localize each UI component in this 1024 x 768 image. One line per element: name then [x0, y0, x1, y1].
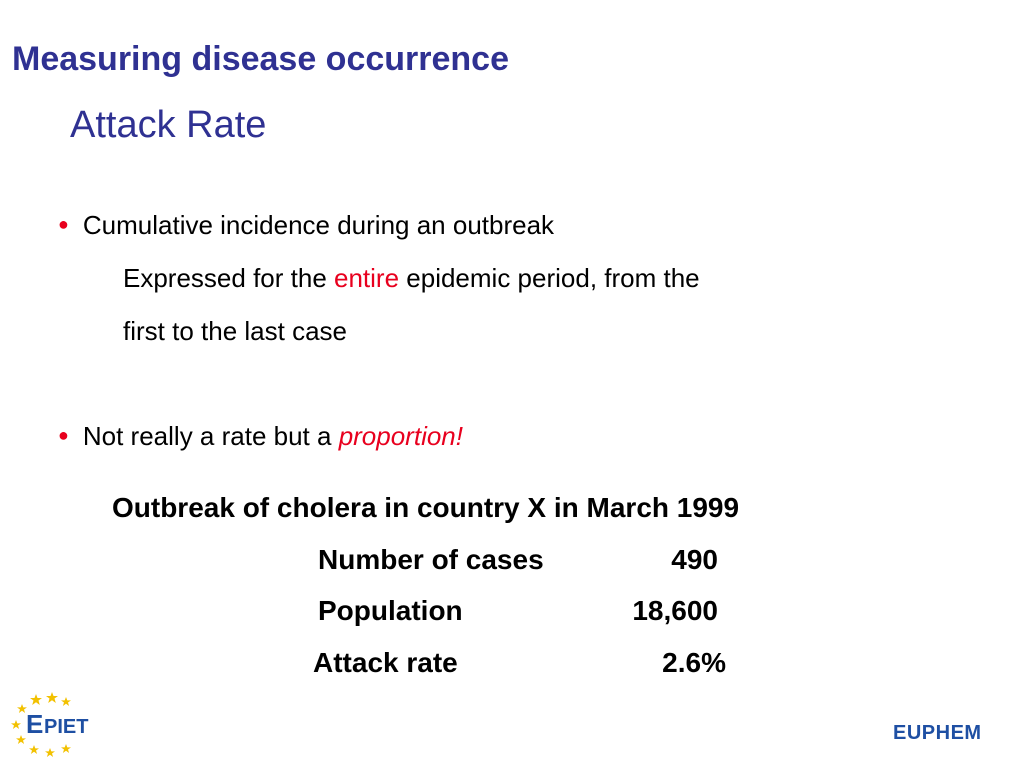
euphem-logo: EUPHEM [893, 722, 982, 744]
epiet-logo: E PIET [8, 688, 108, 760]
bullet-1-text: Cumulative incidence during an outbreak [82, 210, 555, 240]
slide-subtitle: Attack Rate [70, 104, 267, 146]
row-label: Number of cases [318, 544, 544, 575]
row-value: 490 [671, 544, 718, 575]
bullet-dot-icon: ● [58, 425, 69, 445]
bullet-dot-icon: ● [58, 214, 69, 234]
table-row: Attack rate 2.6% [0, 647, 1024, 683]
bullet-1-detail-line-2: first to the last case [123, 316, 347, 346]
row-value: 18,600 [632, 595, 718, 626]
bullet-2-emphasis: proportion! [338, 421, 463, 451]
bullet-1-detail-line-1: Expressed for the entire epidemic period… [123, 263, 700, 294]
table-row: Number of cases 490 [0, 544, 1024, 580]
detail-text-after: epidemic period, from the [399, 263, 700, 293]
row-value: 2.6% [662, 647, 726, 678]
table-row: Population 18,600 [0, 595, 1024, 631]
svg-text:PIET: PIET [44, 716, 88, 738]
row-label: Attack rate [313, 647, 458, 678]
bullet-1: ● Cumulative incidence during an outbreak [58, 210, 554, 241]
epiet-star-ring-icon: E PIET [11, 692, 88, 757]
svg-text:E: E [26, 709, 43, 739]
detail-emphasis: entire [334, 263, 400, 293]
detail-text-before: Expressed for the [123, 263, 334, 293]
table-title: Outbreak of cholera in country X in Marc… [112, 492, 740, 523]
bullet-2: ● Not really a rate but a proportion! [58, 421, 463, 452]
row-label: Population [318, 595, 463, 626]
bullet-2-text: Not really a rate but a [82, 421, 339, 451]
slide-title: Measuring disease occurrence [12, 40, 510, 78]
